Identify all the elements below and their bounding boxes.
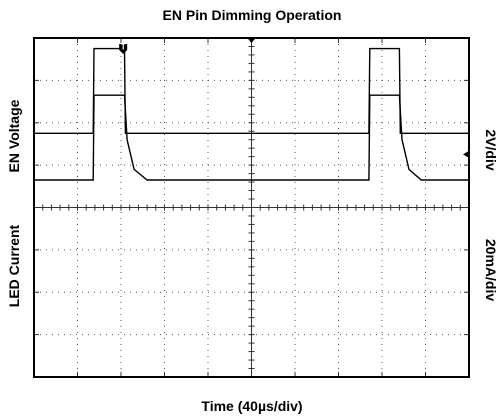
chart-title: EN Pin Dimming Operation (162, 7, 342, 23)
trigger-position-marker (246, 37, 257, 43)
led-current-trace (34, 94, 469, 181)
trigger-marker-label: T (121, 43, 126, 52)
trigger-marker-icon (119, 44, 128, 54)
en-voltage-trace (34, 47, 469, 135)
x-axis-label: Time (40µs/div) (201, 398, 303, 414)
trigger-level-arrow (463, 151, 468, 158)
